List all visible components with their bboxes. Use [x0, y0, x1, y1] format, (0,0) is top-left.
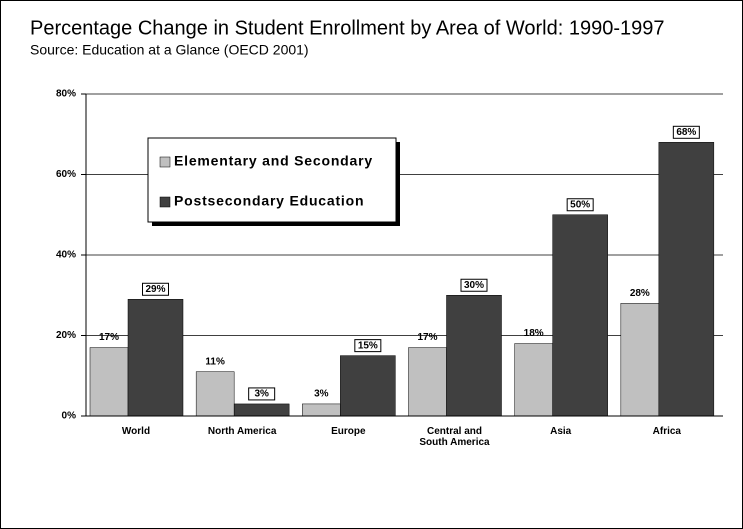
bar — [552, 214, 608, 417]
value-label: 17% — [417, 332, 437, 343]
x-tick-label: Asia — [550, 426, 572, 437]
legend-label: Postsecondary Education — [174, 193, 364, 209]
value-label-box — [142, 282, 169, 296]
bar — [340, 355, 396, 417]
chart-title: Percentage Change in Student Enrollment … — [30, 17, 664, 39]
legend-label: Elementary and Secondary — [174, 153, 373, 169]
bar — [89, 347, 129, 417]
value-label: 15% — [358, 340, 378, 351]
y-tick-label: 0% — [62, 411, 77, 422]
y-tick-label: 80% — [56, 89, 76, 100]
chart-subtitle: Source: Education at a Glance (OECD 2001… — [30, 42, 309, 58]
value-label: 3% — [254, 389, 269, 400]
bar — [620, 303, 660, 417]
value-label: 3% — [314, 389, 329, 400]
legend-swatch — [159, 156, 171, 168]
bar — [446, 295, 502, 417]
value-label: 28% — [630, 288, 650, 299]
value-label: 68% — [676, 127, 696, 138]
bar — [302, 403, 341, 417]
x-tick-label: Africa — [652, 426, 681, 437]
legend — [147, 137, 397, 223]
bar — [233, 403, 290, 417]
bar — [195, 371, 235, 417]
bar — [408, 347, 447, 417]
value-label: 30% — [464, 280, 484, 291]
value-label: 17% — [99, 332, 119, 343]
bar — [658, 142, 715, 417]
x-tick-label: North America — [207, 426, 277, 437]
value-label: 18% — [524, 328, 544, 339]
x-tick-label: World — [121, 426, 151, 437]
y-tick-label: 20% — [56, 330, 76, 341]
value-label: 11% — [205, 356, 225, 367]
legend-swatch — [159, 196, 171, 208]
value-label-box — [248, 387, 276, 401]
value-label-box — [354, 339, 382, 353]
bar — [127, 299, 184, 417]
value-label-box — [566, 198, 594, 212]
x-tick-label: Central and South America — [419, 426, 490, 448]
bar — [514, 343, 553, 417]
value-label: 50% — [570, 199, 590, 210]
value-label: 29% — [145, 284, 165, 295]
x-tick-label: Europe — [331, 426, 366, 437]
y-tick-label: 60% — [56, 169, 76, 180]
value-label-box — [672, 125, 700, 139]
y-tick-label: 40% — [56, 250, 76, 261]
value-label-box — [460, 278, 488, 292]
